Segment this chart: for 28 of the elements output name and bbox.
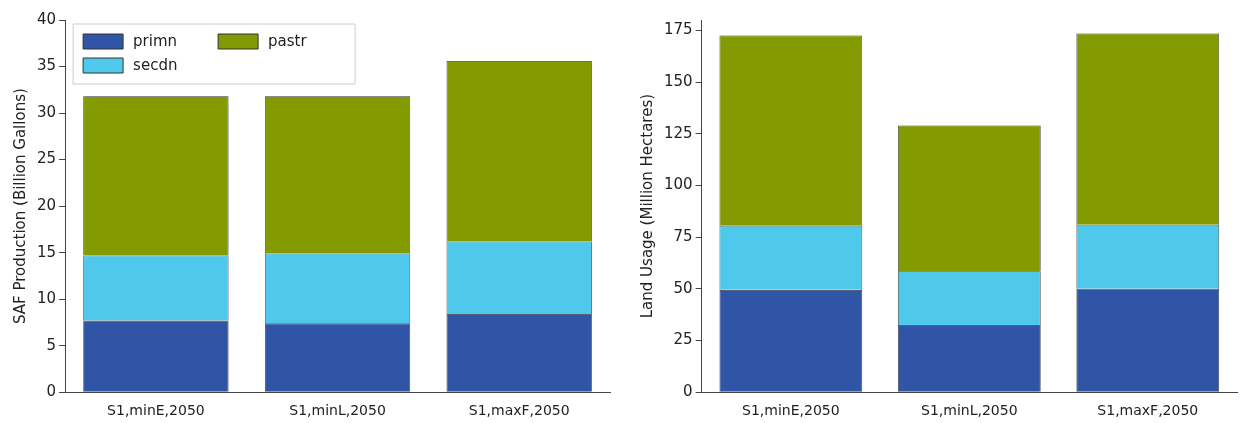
y-tick-label: 35: [36, 56, 57, 75]
y-tick-label: 10: [36, 289, 57, 308]
y-tick-label: 100: [663, 175, 693, 194]
y-axis-title: SAF Production (Billion Gallons): [10, 88, 29, 324]
y-tick-label: 5: [46, 335, 57, 354]
y-tick-label: 175: [663, 20, 693, 39]
y-tick-label: 25: [36, 149, 57, 168]
y-tick-label: 25: [673, 330, 693, 349]
x-tick-label: S1,minL,2050: [289, 402, 386, 419]
y-tick-label: 75: [673, 227, 693, 246]
y-tick-label: 15: [36, 242, 57, 261]
x-tick-label: S1,maxF,2050: [468, 402, 570, 419]
x-tick-label: S1,minE,2050: [107, 402, 205, 419]
y-tick-label: 30: [36, 102, 57, 121]
legend-label: primn: [133, 31, 178, 50]
y-tick-label: 0: [683, 382, 693, 401]
y-tick-label: 125: [663, 123, 693, 142]
x-tick-label: S1,maxF,2050: [1097, 402, 1199, 419]
legend-label: secdn: [133, 55, 178, 74]
y-tick-label: 150: [663, 71, 693, 90]
y-tick-label: 0: [46, 382, 57, 401]
legend-label: pastr: [268, 31, 308, 50]
y-axis-title: Land Usage (Million Hectares): [637, 93, 656, 319]
y-tick-label: 50: [673, 278, 693, 297]
x-tick-label: S1,minL,2050: [921, 402, 1018, 419]
x-tick-label: S1,minE,2050: [742, 402, 840, 419]
y-tick-label: 40: [36, 9, 57, 28]
y-tick-label: 20: [36, 195, 57, 214]
